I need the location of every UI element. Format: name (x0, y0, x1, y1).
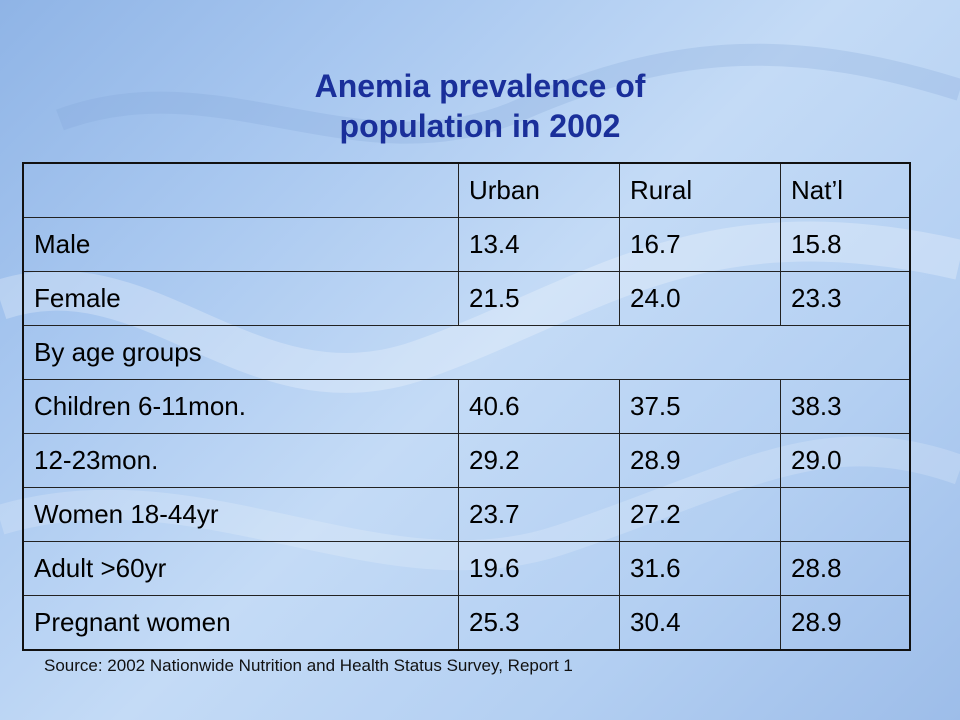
table-row: Children 6-11mon. 40.6 37.5 38.3 (22, 379, 911, 434)
row-label: Women 18-44yr (22, 487, 459, 542)
cell-urban: 21.5 (458, 271, 620, 326)
cell-rural: 24.0 (619, 271, 781, 326)
cell-rural: 16.7 (619, 217, 781, 272)
table-row: Pregnant women 25.3 30.4 28.9 (22, 595, 911, 651)
table-row: Women 18-44yr 23.7 27.2 (22, 487, 911, 542)
row-label: Male (22, 217, 459, 272)
cell-natl (780, 487, 911, 542)
row-label: Pregnant women (22, 595, 459, 651)
cell-rural: 30.4 (619, 595, 781, 651)
row-label: Adult >60yr (22, 541, 459, 596)
row-label: Female (22, 271, 459, 326)
cell-natl: 28.8 (780, 541, 911, 596)
table-row: Adult >60yr 19.6 31.6 28.8 (22, 541, 911, 596)
cell-rural: 28.9 (619, 433, 781, 488)
cell-urban-highlight: 40.6 (458, 379, 620, 434)
cell-natl: 15.8 (780, 217, 911, 272)
table-row: Female 21.5 24.0 23.3 (22, 271, 911, 326)
table-row: Male 13.4 16.7 15.8 (22, 217, 911, 272)
table-header-row: Urban Rural Nat’l (22, 162, 911, 218)
cell-natl: 23.3 (780, 271, 911, 326)
cell-natl: 38.3 (780, 379, 911, 434)
cell-rural-highlight: 31.6 (619, 541, 781, 596)
cell-urban-highlight: 19.6 (458, 541, 620, 596)
cell-urban: 13.4 (458, 217, 620, 272)
cell-rural-highlight: 37.5 (619, 379, 781, 434)
cell-rural: 27.2 (619, 487, 781, 542)
cell-urban: 23.7 (458, 487, 620, 542)
table-row: 12-23mon. 29.2 28.9 29.0 (22, 433, 911, 488)
row-label: Children 6-11mon. (22, 379, 459, 434)
header-cell-urban: Urban (458, 162, 620, 218)
cell-urban: 29.2 (458, 433, 620, 488)
cell-natl: 29.0 (780, 433, 911, 488)
title-line-1: Anemia prevalence of (314, 68, 646, 104)
table-row-section: By age groups (22, 325, 911, 380)
header-cell-empty (22, 162, 459, 218)
cell-urban: 25.3 (458, 595, 620, 651)
section-label: By age groups (22, 325, 911, 380)
source-note: Source: 2002 Nationwide Nutrition and He… (44, 656, 573, 675)
cell-natl: 28.9 (780, 595, 911, 651)
header-cell-natl: Nat’l (780, 162, 911, 218)
title-line-2: population in 2002 (339, 108, 621, 144)
row-label: 12-23mon. (22, 433, 459, 488)
page-title: Anemia prevalence of population in 2002 (0, 66, 960, 146)
anemia-table: Urban Rural Nat’l Male 13.4 16.7 15.8 Fe… (22, 162, 911, 651)
header-cell-rural: Rural (619, 162, 781, 218)
